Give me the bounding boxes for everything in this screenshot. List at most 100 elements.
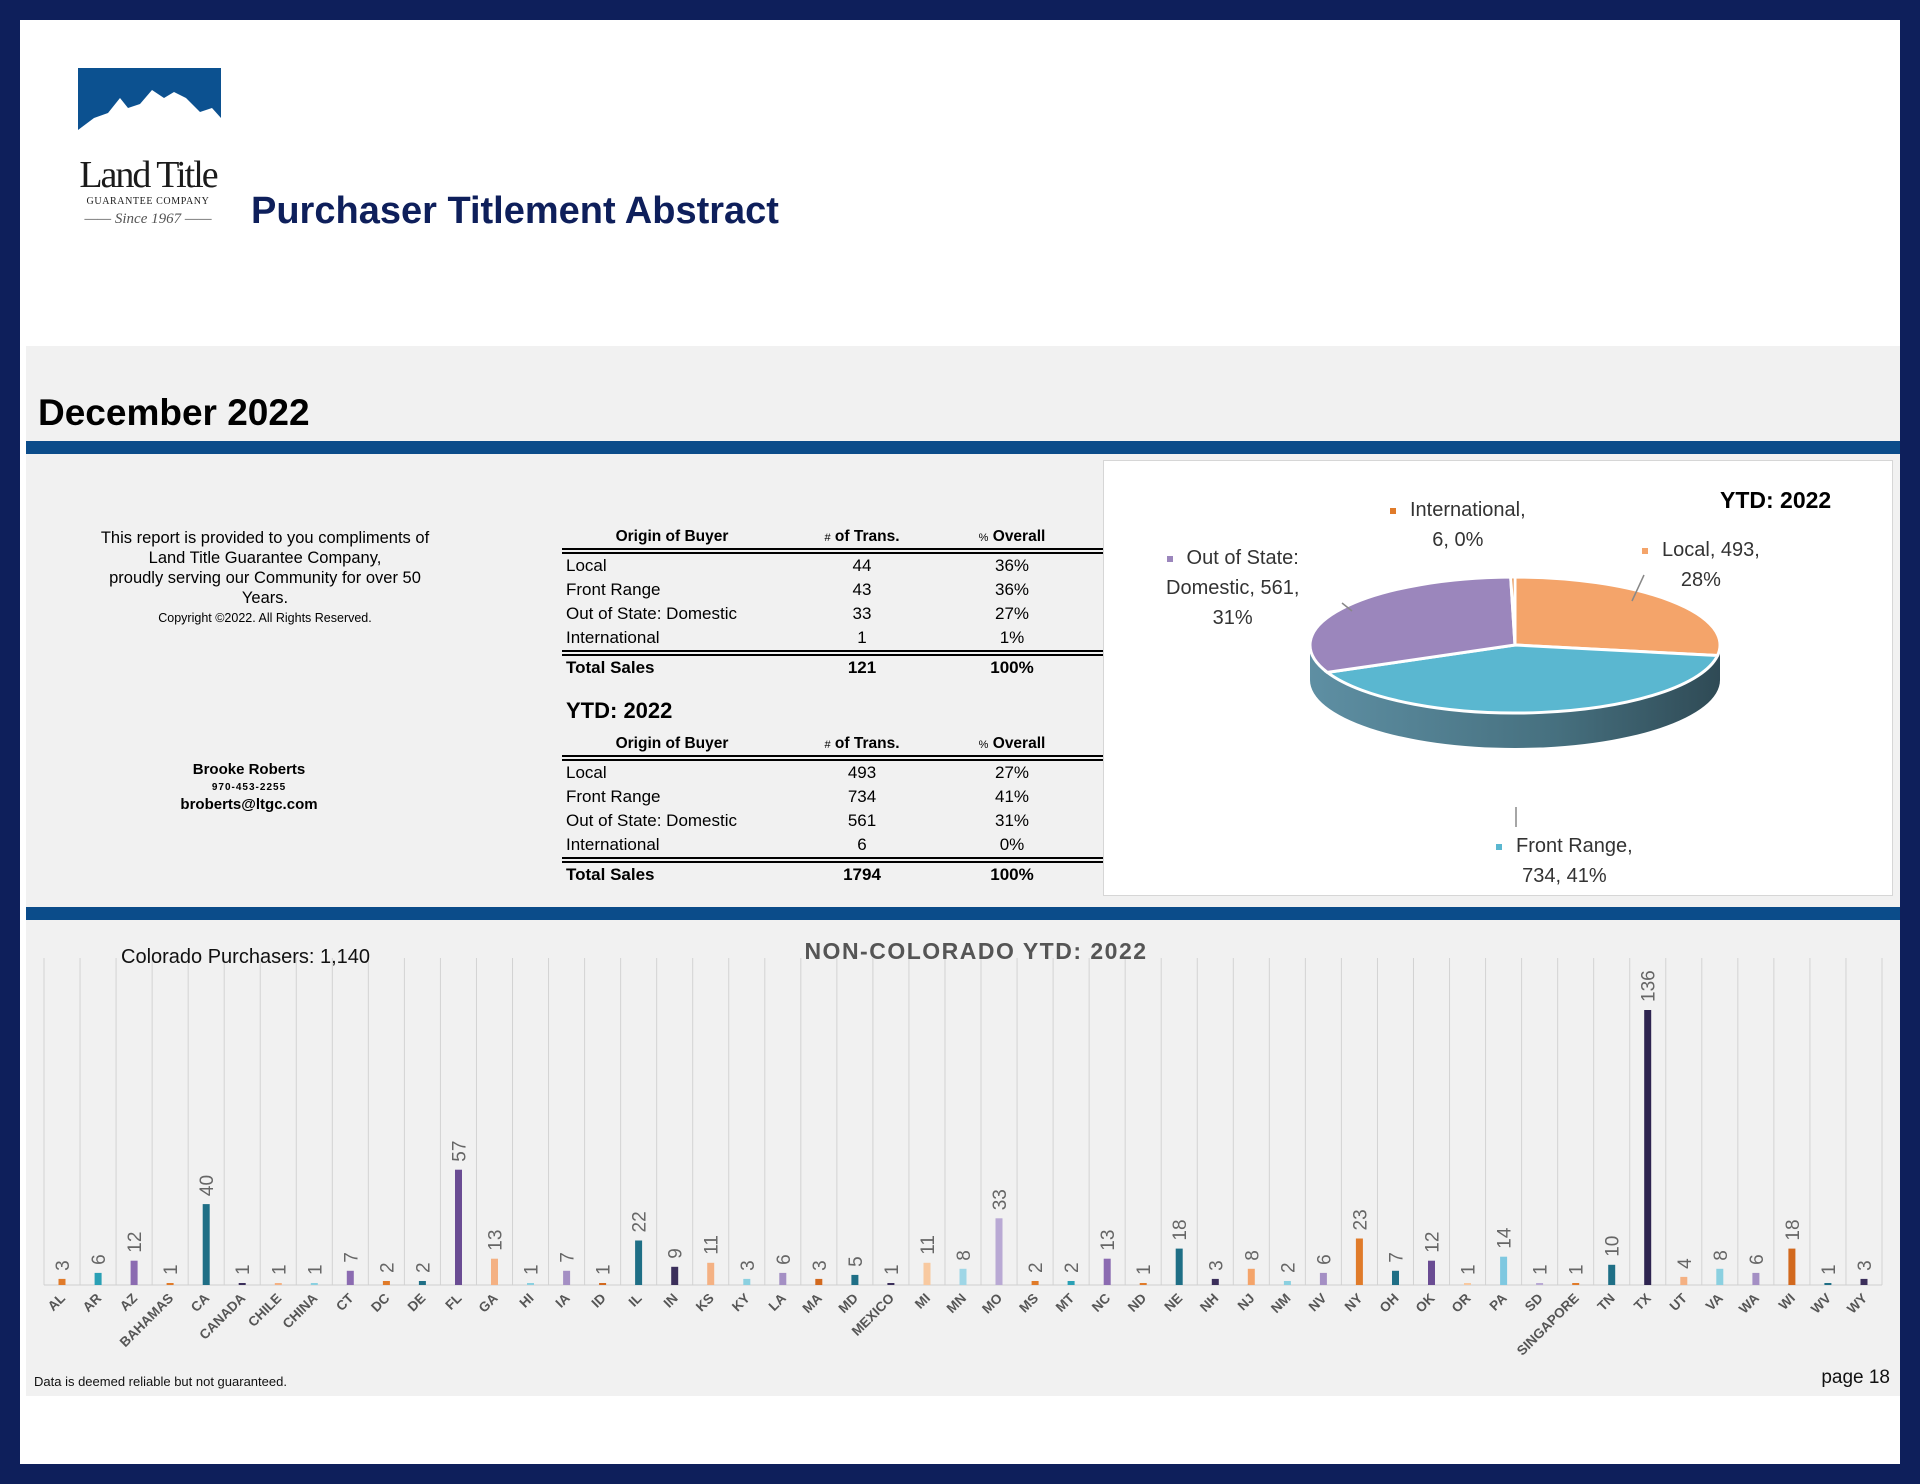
- bar-category-label: DC: [368, 1290, 393, 1315]
- bar-category-label: AL: [45, 1291, 68, 1314]
- bar-value-label: 6: [1747, 1254, 1768, 1265]
- bar-category-label: MN: [944, 1291, 969, 1316]
- bar-sd: [1536, 1283, 1544, 1285]
- pie-slice-out-of-state-domestic: [1308, 575, 1517, 674]
- table-total-row: Total Sales 121 100%: [566, 658, 1034, 677]
- bar-nh: [1211, 1278, 1219, 1285]
- bar-value-label: 23: [1350, 1209, 1371, 1230]
- bar-value-label: 6: [1314, 1254, 1335, 1265]
- bar-fl: [455, 1169, 462, 1285]
- bar-mn: [959, 1268, 967, 1285]
- bar-value-label: 1: [594, 1264, 615, 1275]
- table-row: Front Range 43 36%: [566, 580, 1030, 599]
- bar-value-label: 14: [1495, 1227, 1516, 1249]
- logo-since-text: Since 1967: [114, 211, 182, 227]
- bar-category-label: DE: [405, 1291, 429, 1315]
- month-origin-table: Origin of Buyer # of Trans. % Overall Lo…: [562, 526, 1110, 680]
- disclaimer: Data is deemed reliable but not guarante…: [34, 1374, 287, 1389]
- leader-line-out-of-state: [1341, 602, 1353, 612]
- ytd-pie-chart: YTD: 2022 International, 6, 0%: [1103, 460, 1893, 896]
- bar-pa: [1500, 1256, 1508, 1285]
- bar-value-label: 1: [1134, 1264, 1155, 1275]
- col-trans: # of Trans.: [824, 735, 900, 752]
- bar-value-label: 57: [450, 1141, 471, 1162]
- bar-wv: [1824, 1283, 1832, 1285]
- bar-value-label: 3: [1206, 1260, 1227, 1271]
- bar-value-label: 11: [918, 1235, 939, 1255]
- bar-gridlines: [43, 958, 1883, 1285]
- bar-value-label: 136: [1639, 970, 1660, 1002]
- table-row: International 1 1%: [566, 628, 1025, 647]
- bar-category-label: HI: [516, 1291, 536, 1311]
- bar-category-label: NV: [1306, 1291, 1330, 1315]
- bar-value-label: 8: [1242, 1250, 1263, 1261]
- leader-line-local: [1631, 574, 1645, 602]
- bar-category-label: TN: [1594, 1291, 1617, 1314]
- middle-divider-band: [26, 907, 1900, 920]
- bar-category-label: MA: [799, 1290, 825, 1316]
- ytd-table-title: YTD: 2022: [566, 698, 673, 723]
- bar-category-label: GA: [476, 1290, 501, 1315]
- bar-va: [1716, 1268, 1724, 1285]
- pie-title: YTD: 2022: [1720, 487, 1832, 513]
- bar-chile: [274, 1283, 282, 1285]
- bar-category-label: MT: [1053, 1290, 1078, 1315]
- bar-ny: [1355, 1238, 1363, 1285]
- bar-tx: [1644, 1010, 1652, 1285]
- bar-category-label: MD: [836, 1290, 862, 1316]
- bar-value-label: 10: [1603, 1236, 1624, 1257]
- bar-ga: [491, 1258, 498, 1285]
- pie-label-front-range: Front Range, 734, 41%: [1496, 831, 1633, 891]
- bar-mt: [1067, 1281, 1075, 1285]
- bar-value-label: 4: [1675, 1258, 1696, 1269]
- bar-category-label: VA: [1703, 1290, 1726, 1313]
- bar-category-label: PA: [1487, 1290, 1510, 1313]
- contact-card: Brooke Roberts 970-453-2255 broberts@ltg…: [134, 760, 364, 814]
- bar-ct: [346, 1270, 354, 1285]
- note-line: proudly serving our Community for over 5…: [109, 569, 421, 587]
- bar-category-label: FL: [442, 1291, 464, 1313]
- note-line: This report is provided to you complimen…: [100, 529, 430, 547]
- bar-category-label: CA: [188, 1290, 213, 1315]
- bar-category-label: NJ: [1235, 1291, 1258, 1314]
- bar-ar: [94, 1272, 102, 1285]
- table-row: Out of State: Domestic 33 27%: [566, 604, 1030, 623]
- bar-category-label: NE: [1161, 1291, 1185, 1315]
- bar-category-label: IA: [553, 1290, 573, 1310]
- bar-de: [418, 1281, 426, 1285]
- table-header: Origin of Buyer # of Trans. % Overall: [562, 526, 1110, 548]
- bar-china: [310, 1283, 318, 1285]
- table-rule: [562, 755, 1110, 761]
- contact-name: Brooke Roberts: [192, 761, 306, 778]
- table-total-row: Total Sales 1794 100%: [566, 865, 1034, 884]
- pie-slice-international: [1509, 575, 1517, 646]
- bar-category-label: ND: [1125, 1290, 1150, 1315]
- bar-value-label: 6: [89, 1254, 110, 1265]
- bar-value-label: 3: [810, 1260, 831, 1271]
- col-overall: % Overall: [978, 528, 1046, 545]
- bar-category-label: CHILE: [245, 1291, 284, 1330]
- contact-email[interactable]: broberts@ltgc.com: [180, 796, 318, 813]
- bar-al: [58, 1278, 66, 1285]
- col-trans: # of Trans.: [824, 528, 900, 545]
- bar-md: [851, 1274, 859, 1285]
- bar-category-label: MO: [979, 1291, 1005, 1317]
- company-logo: Land Title GUARANTEE COMPANY —— Since 19…: [58, 48, 228, 228]
- bar-value-label: 18: [1783, 1219, 1804, 1240]
- contact-phone: 970-453-2255: [211, 782, 287, 793]
- bar-value-label: 7: [558, 1252, 579, 1263]
- bar-category-label: TX: [1631, 1291, 1654, 1314]
- bar-value-label: 1: [522, 1264, 543, 1275]
- colorado-purchasers-annotation: Colorado Purchasers: 1,140: [121, 946, 371, 968]
- bar-category-label: NY: [1342, 1291, 1366, 1315]
- bar-value-label: 11: [702, 1235, 723, 1255]
- pie-label-international: International, 6, 0%: [1390, 495, 1526, 555]
- bar-ky: [743, 1278, 751, 1285]
- pie-slice-local: [1513, 575, 1722, 658]
- bar-category-label: OK: [1413, 1290, 1438, 1315]
- bar-value-label: 1: [1819, 1264, 1840, 1275]
- bar-category-label: OR: [1449, 1290, 1474, 1315]
- top-divider-band: [26, 441, 1900, 454]
- bar-category-label: WV: [1808, 1291, 1834, 1317]
- bar-value-label: 1: [305, 1264, 326, 1275]
